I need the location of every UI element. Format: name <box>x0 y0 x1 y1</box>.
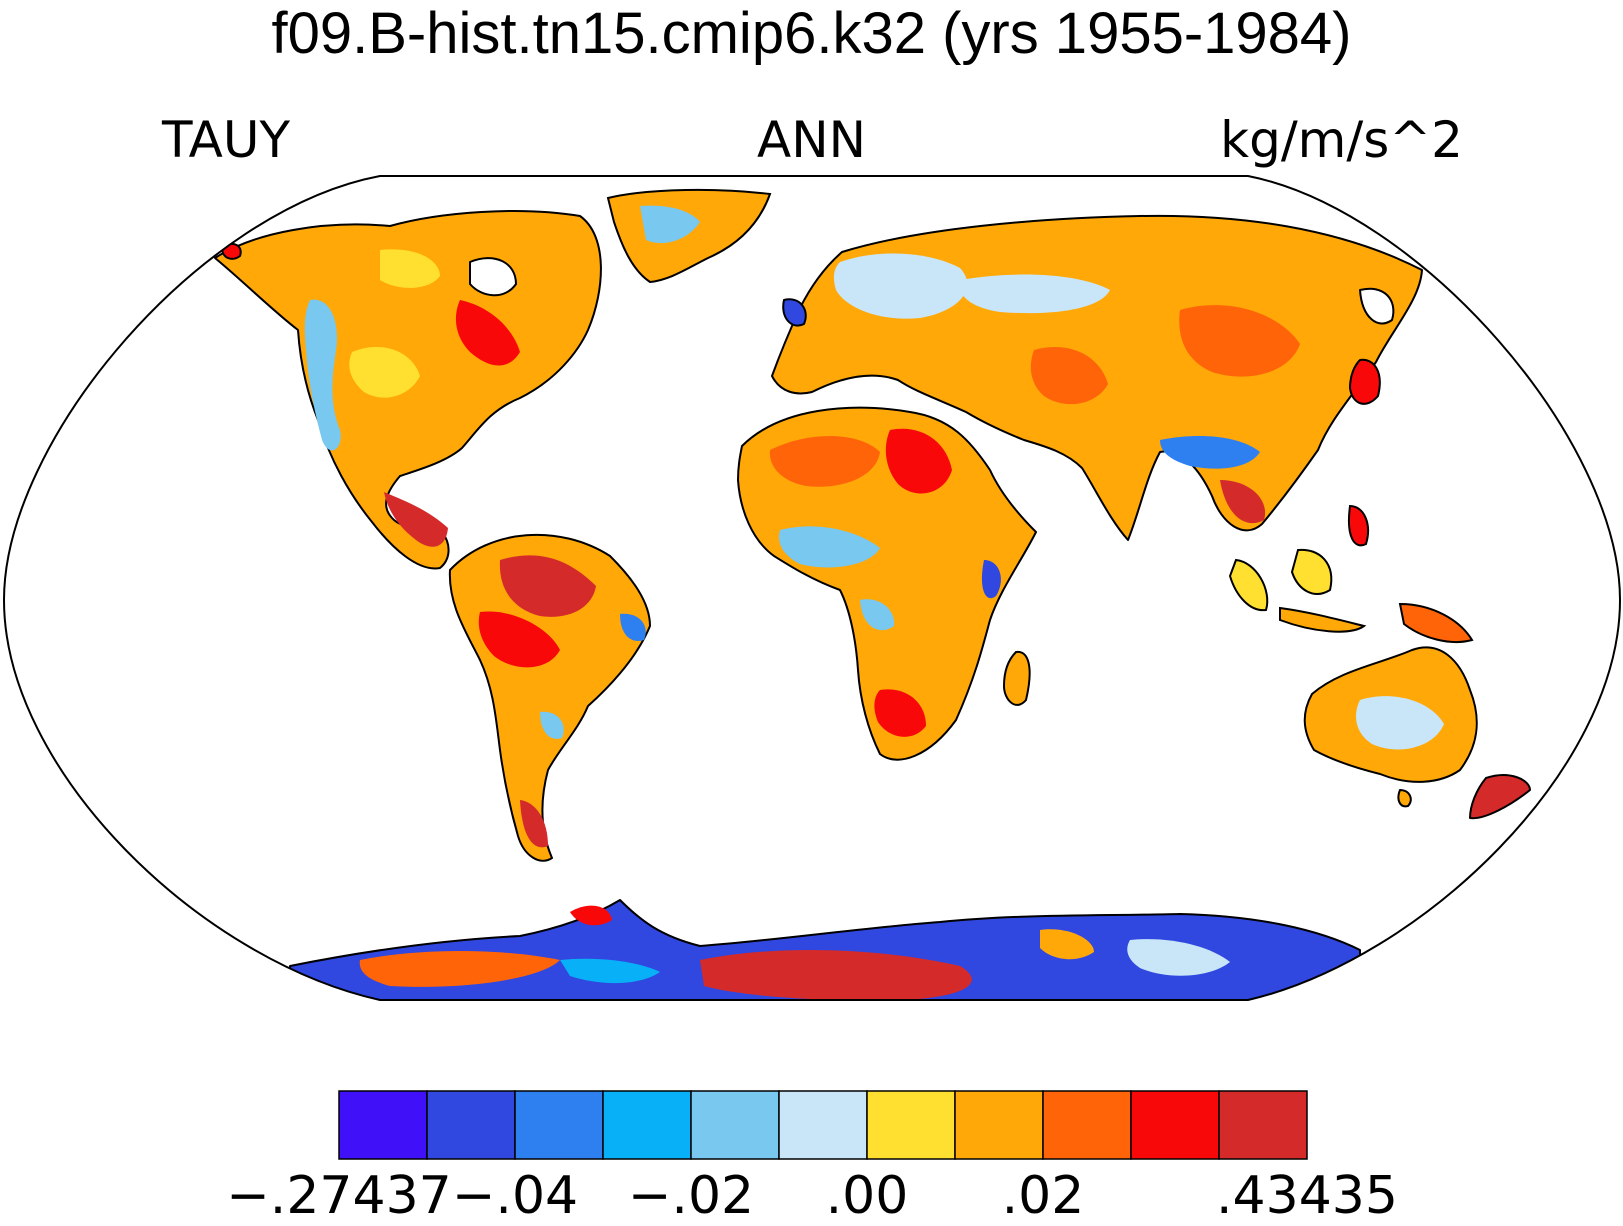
world-map <box>2 175 1622 1001</box>
season-label: ANN <box>756 111 866 169</box>
colorbar <box>338 1090 1308 1160</box>
colorbar-tick-label: .43435 <box>1216 1166 1398 1226</box>
maritime-asia-region <box>1228 504 1474 644</box>
africa-region <box>737 406 1037 761</box>
colorbar-swatch-9 <box>1130 1090 1220 1160</box>
colorbar-tick-label: −.02 <box>627 1166 755 1226</box>
colorbar-tick-label: −.27437 <box>226 1166 452 1226</box>
colorbar-swatch-6 <box>866 1090 956 1160</box>
colorbar-swatch-0 <box>338 1090 428 1160</box>
north-america-region <box>214 210 602 570</box>
colorbar-swatch-4 <box>690 1090 780 1160</box>
colorbar-swatch-7 <box>954 1090 1044 1160</box>
greenland-region <box>606 188 772 284</box>
colorbar-swatch-2 <box>514 1090 604 1160</box>
plot-title: f09.B-hist.tn15.cmip6.k32 (yrs 1955-1984… <box>271 1 1352 66</box>
colorbar-swatch-8 <box>1042 1090 1132 1160</box>
colorbar-tick-label: .00 <box>825 1166 909 1226</box>
colorbar-swatch-5 <box>778 1090 868 1160</box>
units-label: kg/m/s^2 <box>1220 111 1463 169</box>
map-border <box>2 175 1622 1001</box>
eurasia-region <box>771 214 1423 541</box>
colorbar-swatch-1 <box>426 1090 516 1160</box>
australia-region <box>1303 646 1531 820</box>
colorbar-tick-label: .02 <box>1001 1166 1085 1226</box>
south-america-region <box>448 533 651 862</box>
colorbar-tick-label: −.04 <box>451 1166 579 1226</box>
colorbar-swatch-3 <box>602 1090 692 1160</box>
variable-label: TAUY <box>162 111 291 169</box>
antarctica-region <box>289 899 1361 1000</box>
colorbar-swatch-10 <box>1218 1090 1308 1160</box>
